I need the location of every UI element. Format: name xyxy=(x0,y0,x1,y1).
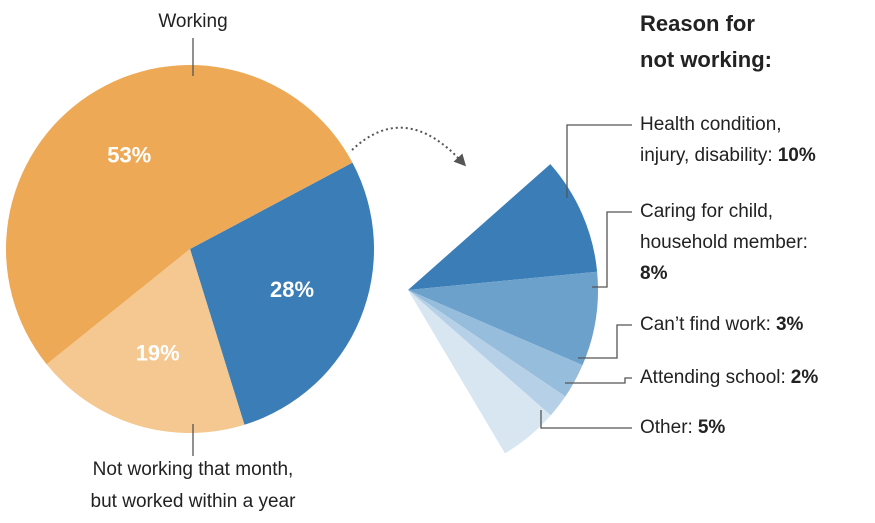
leader-line xyxy=(578,324,632,359)
fan-slice xyxy=(408,290,566,416)
category-label: Health condition, injury, disability: xyxy=(640,114,782,166)
connector-arrow xyxy=(351,126,467,167)
leader-line xyxy=(566,124,632,198)
pie-slice xyxy=(46,249,245,434)
value-label: 28% xyxy=(270,277,314,302)
category-label: Attending school: xyxy=(640,367,786,388)
category-label: Working xyxy=(158,11,227,32)
value-label: 10% xyxy=(778,145,816,166)
category-label: Can’t find work: xyxy=(640,314,771,335)
category-label: Other: xyxy=(640,417,693,438)
value-label: 53% xyxy=(107,143,151,168)
pie-slice xyxy=(6,65,353,365)
value-label: 19% xyxy=(136,340,180,365)
leader-line xyxy=(565,377,632,384)
pie-slice xyxy=(190,162,375,425)
leader-line xyxy=(540,410,632,429)
fan-slice xyxy=(408,164,598,290)
fan-slice xyxy=(408,271,599,366)
category-label: Not working that month, but worked within… xyxy=(91,459,297,512)
value-label: 5% xyxy=(698,417,726,438)
value-label: 8% xyxy=(640,263,668,284)
category-label: Caring for child, household member: xyxy=(640,201,808,253)
fan-slice xyxy=(408,290,551,454)
fan-slice xyxy=(408,290,583,397)
breakdown-title: Reason for not working: xyxy=(640,11,772,72)
leader-line xyxy=(592,211,632,288)
value-label: 3% xyxy=(776,314,804,335)
value-label: 2% xyxy=(791,367,819,388)
